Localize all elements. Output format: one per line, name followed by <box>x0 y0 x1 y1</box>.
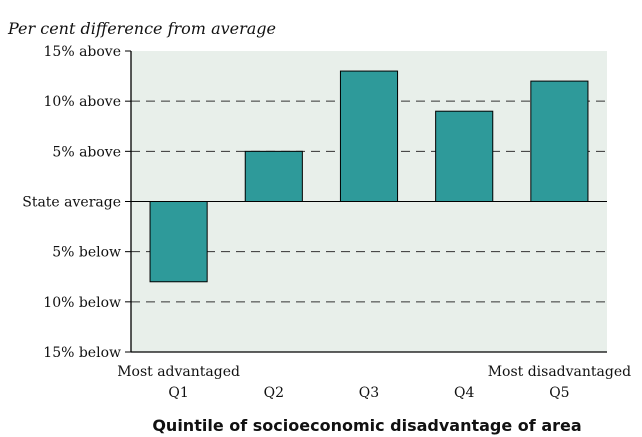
x-axis-title: Quintile of socioeconomic disadvantage o… <box>152 416 581 435</box>
y-tick-label-2: 5% above <box>52 144 121 160</box>
gridlines <box>131 100 607 303</box>
y-tick-label-0: 15% above <box>44 44 122 60</box>
bar-q5 <box>530 80 589 202</box>
bar-q3 <box>339 70 399 202</box>
y-tick-label-1: 10% above <box>44 94 122 110</box>
y-tick-label-6: 15% below <box>43 345 121 361</box>
y-tick-label-3: State average <box>22 195 121 211</box>
x-tick-labels: Q1 Most advantaged Q2 Q3 Q4 Q5 Most disadvanta… <box>117 364 631 401</box>
chart-subtitle: Per cent difference from average <box>7 19 276 38</box>
x-note-q5: Most disadvantaged <box>488 364 631 380</box>
y-tick-label-5: 10% below <box>43 295 121 311</box>
bar-q1 <box>149 201 208 283</box>
x-note-q1: Most advantaged <box>117 364 240 380</box>
y-tick-label-4: 5% below <box>52 245 121 261</box>
x-tick-label-q3: Q3 <box>359 385 379 401</box>
y-tick-labels: 15% above 10% above 5% above State average 5… <box>22 44 131 361</box>
bar-q2 <box>244 150 303 202</box>
bar-q4 <box>435 110 494 202</box>
x-tick-label-q5: Q5 <box>549 385 569 401</box>
x-tick-label-q4: Q4 <box>454 385 474 401</box>
x-tick-label-q1: Q1 <box>168 385 188 401</box>
x-tick-label-q2: Q2 <box>264 385 284 401</box>
